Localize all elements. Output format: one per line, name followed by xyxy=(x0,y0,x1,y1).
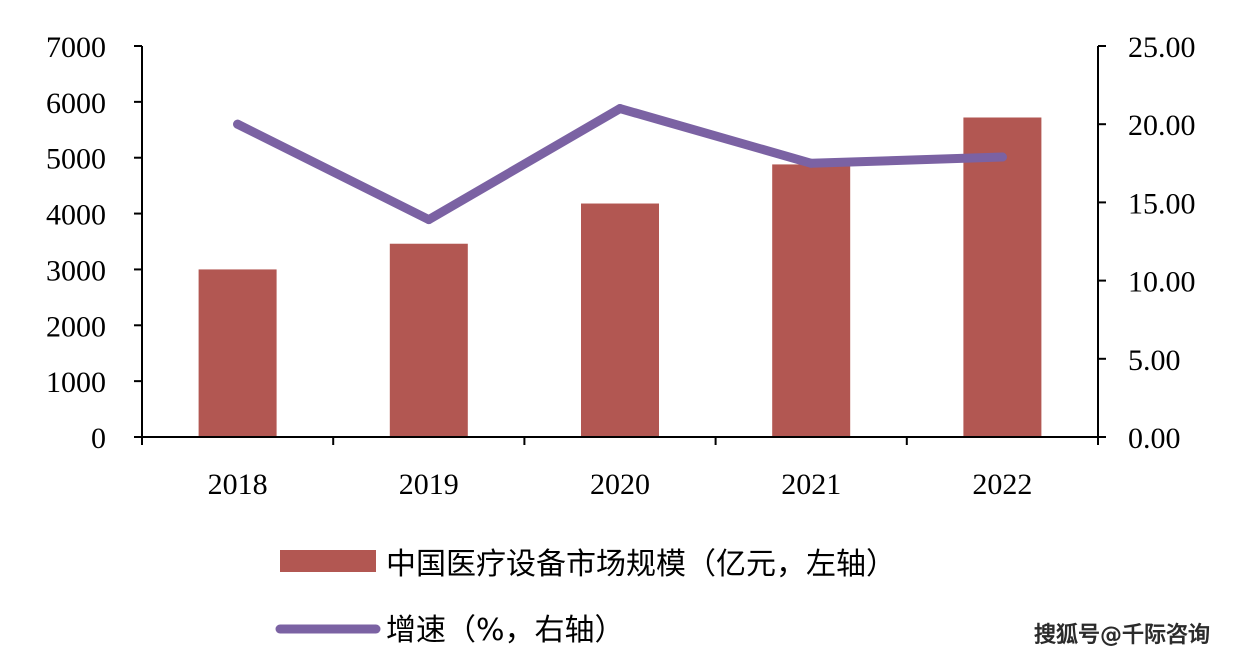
bar-2021 xyxy=(772,164,851,437)
bar-2020 xyxy=(581,203,659,437)
left-tick-label: 4000 xyxy=(46,199,106,232)
right-tick-label: 15.00 xyxy=(1128,187,1196,220)
right-tick-label: 25.00 xyxy=(1128,31,1196,64)
growth-point-2020 xyxy=(615,104,625,114)
left-tick-label: 3000 xyxy=(46,254,106,287)
x-axis-ticks: 2018 2019 2020 2021 2022 xyxy=(141,437,1099,501)
growth-point-2021 xyxy=(806,158,816,168)
growth-line xyxy=(233,104,1007,225)
legend-bar-swatch xyxy=(280,550,376,572)
bar-series xyxy=(198,117,1042,438)
right-tick-label: 20.00 xyxy=(1128,109,1196,142)
growth-point-2018 xyxy=(233,119,243,129)
bar-2018 xyxy=(198,269,277,437)
watermark: 搜狐号@千际咨询 xyxy=(1034,622,1210,648)
x-tick-label: 2018 xyxy=(208,468,268,501)
x-tick-label: 2020 xyxy=(590,468,650,501)
axes xyxy=(141,46,1099,438)
left-tick-label: 1000 xyxy=(46,366,106,399)
line-series xyxy=(233,104,1007,225)
growth-point-2019 xyxy=(424,215,434,225)
left-axis-ticks: 0 1000 2000 3000 4000 5000 6000 7000 xyxy=(46,31,142,455)
legend-bar-label: 中国医疗设备市场规模（亿元，左轴） xyxy=(386,547,896,582)
left-tick-label: 5000 xyxy=(46,143,106,176)
bar-2019 xyxy=(389,243,468,437)
right-tick-label: 10.00 xyxy=(1128,266,1196,299)
x-tick-label: 2022 xyxy=(972,468,1032,501)
right-tick-label: 5.00 xyxy=(1128,344,1181,377)
left-tick-label: 7000 xyxy=(46,31,106,64)
legend: 中国医疗设备市场规模（亿元，左轴） 增速（%，右轴） xyxy=(275,547,896,648)
x-tick-label: 2019 xyxy=(399,468,459,501)
left-tick-label: 2000 xyxy=(46,310,106,343)
left-tick-label: 0 xyxy=(91,422,106,455)
x-tick-label: 2021 xyxy=(781,468,841,501)
right-axis-ticks: 0.00 5.00 10.00 15.00 20.00 25.00 xyxy=(1098,31,1196,455)
left-tick-label: 6000 xyxy=(46,87,106,120)
right-tick-label: 0.00 xyxy=(1128,422,1181,455)
growth-point-2022 xyxy=(997,152,1007,162)
bar-2022 xyxy=(963,117,1042,438)
legend-line-label: 增速（%，右轴） xyxy=(386,613,625,648)
